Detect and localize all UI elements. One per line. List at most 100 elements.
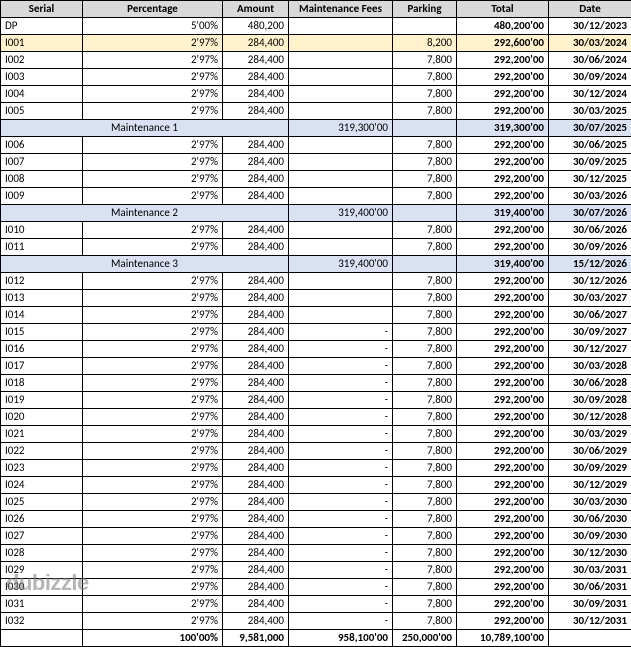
- cell-amt: 284,400: [223, 511, 289, 528]
- cell-maint: [289, 86, 393, 103]
- cell-park: 7,800: [393, 52, 457, 69]
- cell-amt: 284,400: [223, 239, 289, 256]
- cell-serial: I026: [1, 511, 83, 528]
- cell-date: 30/06/2030: [549, 511, 631, 528]
- cell-date: 30/09/2028: [549, 392, 631, 409]
- cell-maint: [289, 171, 393, 188]
- cell-serial: I024: [1, 477, 83, 494]
- cell-total: 292,200'00: [457, 460, 549, 477]
- cell-date: 30/06/2028: [549, 375, 631, 392]
- cell-park: 7,800: [393, 307, 457, 324]
- cell-park: 7,800: [393, 511, 457, 528]
- cell-maint: -: [289, 426, 393, 443]
- cell-total: 292,200'00: [457, 545, 549, 562]
- cell-pct: 2'97%: [83, 443, 223, 460]
- cell-maint: -: [289, 341, 393, 358]
- cell-total: 319,400'00: [457, 205, 549, 222]
- payment-schedule-table: Serial Percentage Amount Maintenance Fee…: [0, 0, 631, 647]
- cell-date: 30/12/2029: [549, 477, 631, 494]
- cell-maint: [289, 222, 393, 239]
- cell-total: 319,400'00: [457, 256, 549, 273]
- table-row: I0132'97%284,4007,800292,200'0030/03/202…: [1, 290, 631, 307]
- cell-maint: -: [289, 613, 393, 630]
- cell-total: 292,200'00: [457, 579, 549, 596]
- cell-serial: I020: [1, 409, 83, 426]
- cell-pct: 2'97%: [83, 528, 223, 545]
- cell-total: 292,200'00: [457, 443, 549, 460]
- cell-maint: [289, 18, 393, 35]
- cell-serial: I018: [1, 375, 83, 392]
- cell-pct: 2'97%: [83, 273, 223, 290]
- table-row: Maintenance 2319,400'00319,400'0030/07/2…: [1, 205, 631, 222]
- cell-date: 15/12/2026: [549, 256, 631, 273]
- cell-date: 30/07/2025: [549, 120, 631, 137]
- table-row: I0032'97%284,4007,800292,200'0030/09/202…: [1, 69, 631, 86]
- cell-serial: I002: [1, 52, 83, 69]
- cell-pct: 2'97%: [83, 460, 223, 477]
- cell-date: 30/09/2026: [549, 239, 631, 256]
- cell-amt: 284,400: [223, 222, 289, 239]
- cell-date: 30/12/2031: [549, 613, 631, 630]
- cell-serial: I029: [1, 562, 83, 579]
- cell-total: 292,200'00: [457, 171, 549, 188]
- cell-total: 292,200'00: [457, 562, 549, 579]
- cell-park: 7,800: [393, 188, 457, 205]
- cell-park: 7,800: [393, 443, 457, 460]
- cell-maint: -: [289, 324, 393, 341]
- cell-park: 7,800: [393, 392, 457, 409]
- cell-total: 292,600'00: [457, 35, 549, 52]
- cell-amt: 284,400: [223, 103, 289, 120]
- col-maint: Maintenance Fees: [289, 1, 393, 18]
- cell-date: 30/12/2023: [549, 18, 631, 35]
- cell-park: 7,800: [393, 154, 457, 171]
- cell-serial: I004: [1, 86, 83, 103]
- table-row: I0302'97%284,400-7,800292,200'0030/06/20…: [1, 579, 631, 596]
- table-row: I0142'97%284,4007,800292,200'0030/06/202…: [1, 307, 631, 324]
- cell-date: 30/06/2025: [549, 137, 631, 154]
- cell-pct: 2'97%: [83, 290, 223, 307]
- table-row: I0192'97%284,400-7,800292,200'0030/09/20…: [1, 392, 631, 409]
- cell-amt: 284,400: [223, 137, 289, 154]
- cell-maint: [289, 154, 393, 171]
- cell-serial: I017: [1, 358, 83, 375]
- cell-total: 292,200'00: [457, 426, 549, 443]
- cell-park: 7,800: [393, 341, 457, 358]
- cell-total: 292,200'00: [457, 103, 549, 120]
- table-row: I0262'97%284,400-7,800292,200'0030/06/20…: [1, 511, 631, 528]
- cell-total: 480,200'00: [457, 18, 549, 35]
- cell-park: 7,800: [393, 494, 457, 511]
- cell-pct: 2'97%: [83, 324, 223, 341]
- cell-serial: I010: [1, 222, 83, 239]
- cell-park: 250,000'00: [393, 630, 457, 647]
- cell-date: 30/12/2024: [549, 86, 631, 103]
- cell-amt: 284,400: [223, 290, 289, 307]
- cell-serial: I030: [1, 579, 83, 596]
- cell-serial: I008: [1, 171, 83, 188]
- cell-maint: 958,100'00: [289, 630, 393, 647]
- cell-park: 7,800: [393, 596, 457, 613]
- cell-pct: 2'97%: [83, 579, 223, 596]
- cell-total: 292,200'00: [457, 188, 549, 205]
- cell-date: 30/12/2030: [549, 545, 631, 562]
- cell-total: 292,200'00: [457, 477, 549, 494]
- table-row: I0202'97%284,400-7,800292,200'0030/12/20…: [1, 409, 631, 426]
- cell-pct: 2'97%: [83, 171, 223, 188]
- cell-total: 292,200'00: [457, 409, 549, 426]
- cell-amt: 284,400: [223, 528, 289, 545]
- cell-park: [393, 120, 457, 137]
- cell-date: 30/06/2027: [549, 307, 631, 324]
- table-row: I0062'97%284,4007,800292,200'0030/06/202…: [1, 137, 631, 154]
- cell-serial: DP: [1, 18, 83, 35]
- cell-park: 7,800: [393, 222, 457, 239]
- cell-serial: I007: [1, 154, 83, 171]
- cell-date: 30/09/2027: [549, 324, 631, 341]
- cell-park: 7,800: [393, 528, 457, 545]
- cell-amt: 284,400: [223, 409, 289, 426]
- cell-pct: 2'97%: [83, 613, 223, 630]
- table-row: I0242'97%284,400-7,800292,200'0030/12/20…: [1, 477, 631, 494]
- cell-maint: -: [289, 409, 393, 426]
- cell-maint: [289, 137, 393, 154]
- cell-pct: 2'97%: [83, 137, 223, 154]
- cell-park: 7,800: [393, 460, 457, 477]
- cell-amt: 284,400: [223, 188, 289, 205]
